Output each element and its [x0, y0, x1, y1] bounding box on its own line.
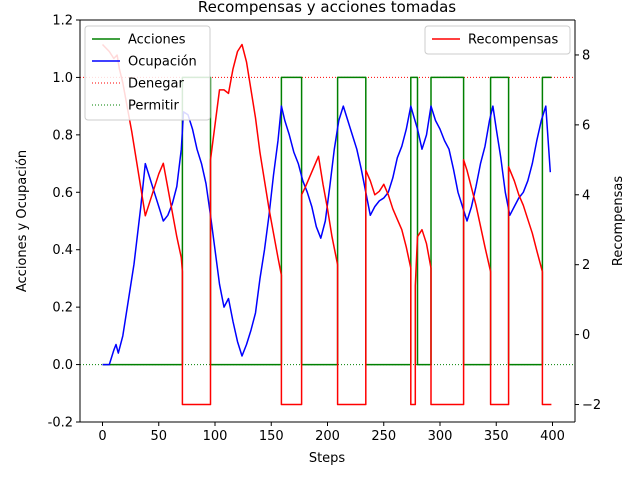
plot-area — [80, 43, 575, 406]
y-right-tick-label: 2 — [582, 258, 590, 273]
x-tick-label: 200 — [315, 429, 340, 444]
x-tick-label: 400 — [540, 429, 565, 444]
x-tick-label: 300 — [428, 429, 453, 444]
x-tick-label: 100 — [203, 429, 228, 444]
legend-label-ocupacion: Ocupación — [128, 55, 197, 70]
axes: 0 50 100 150 200 250 300 350 400 -0.2 0.0 0.2 0.4 0.6… — [48, 14, 602, 445]
legend-box — [84, 25, 211, 121]
legend-label-recompensas: Recompensas — [468, 33, 558, 48]
x-tick-label: 350 — [484, 429, 509, 444]
y-right-tick-label: −2 — [582, 398, 601, 413]
series-line-recompensas — [101, 43, 552, 406]
x-axis-label: Steps — [309, 451, 346, 466]
y-left-tick-label: 1.2 — [52, 14, 73, 29]
legend-upper-left: Acciones Ocupación Denegar Permitir — [84, 25, 211, 121]
legend-label-acciones: Acciones — [128, 33, 186, 48]
legend-upper-right: Recompensas — [424, 25, 571, 55]
y-right-tick-label: 4 — [582, 188, 590, 203]
y-axis-left-label: Acciones y Ocupación — [15, 150, 30, 292]
y-right-tick-label: 0 — [582, 328, 590, 343]
chart-title: Recompensas y acciones tomadas — [198, 0, 456, 16]
plot-inner — [80, 43, 575, 406]
y-right-tick-label: 6 — [582, 118, 590, 133]
y-left-tick-label: 0.4 — [52, 243, 73, 258]
y-left-tick-label: 0.2 — [52, 301, 73, 316]
y-left-tick-label: 0.8 — [52, 128, 73, 143]
legend-box — [424, 25, 571, 55]
x-tick-label: 150 — [259, 429, 284, 444]
y-right-tick-label: 8 — [582, 48, 590, 63]
y-left-tick-label: 0.0 — [52, 358, 73, 373]
y-left-tick-label: 0.6 — [52, 186, 73, 201]
x-tick-label: 250 — [371, 429, 396, 444]
legends: Acciones Ocupación Denegar Permitir Recompen… — [84, 25, 571, 121]
x-tick-label: 50 — [150, 429, 167, 444]
series-line-acciones — [102, 76, 552, 366]
legend-label-denegar: Denegar — [128, 77, 184, 92]
y-left-tick-label: -0.2 — [48, 416, 73, 431]
x-tick-label: 0 — [98, 429, 106, 444]
y-axis-right-label: Recompensas — [611, 176, 626, 266]
legend-label-permitir: Permitir — [128, 99, 179, 114]
series-line-ocupacion — [102, 105, 552, 366]
y-left-tick-label: 1.0 — [52, 71, 73, 86]
